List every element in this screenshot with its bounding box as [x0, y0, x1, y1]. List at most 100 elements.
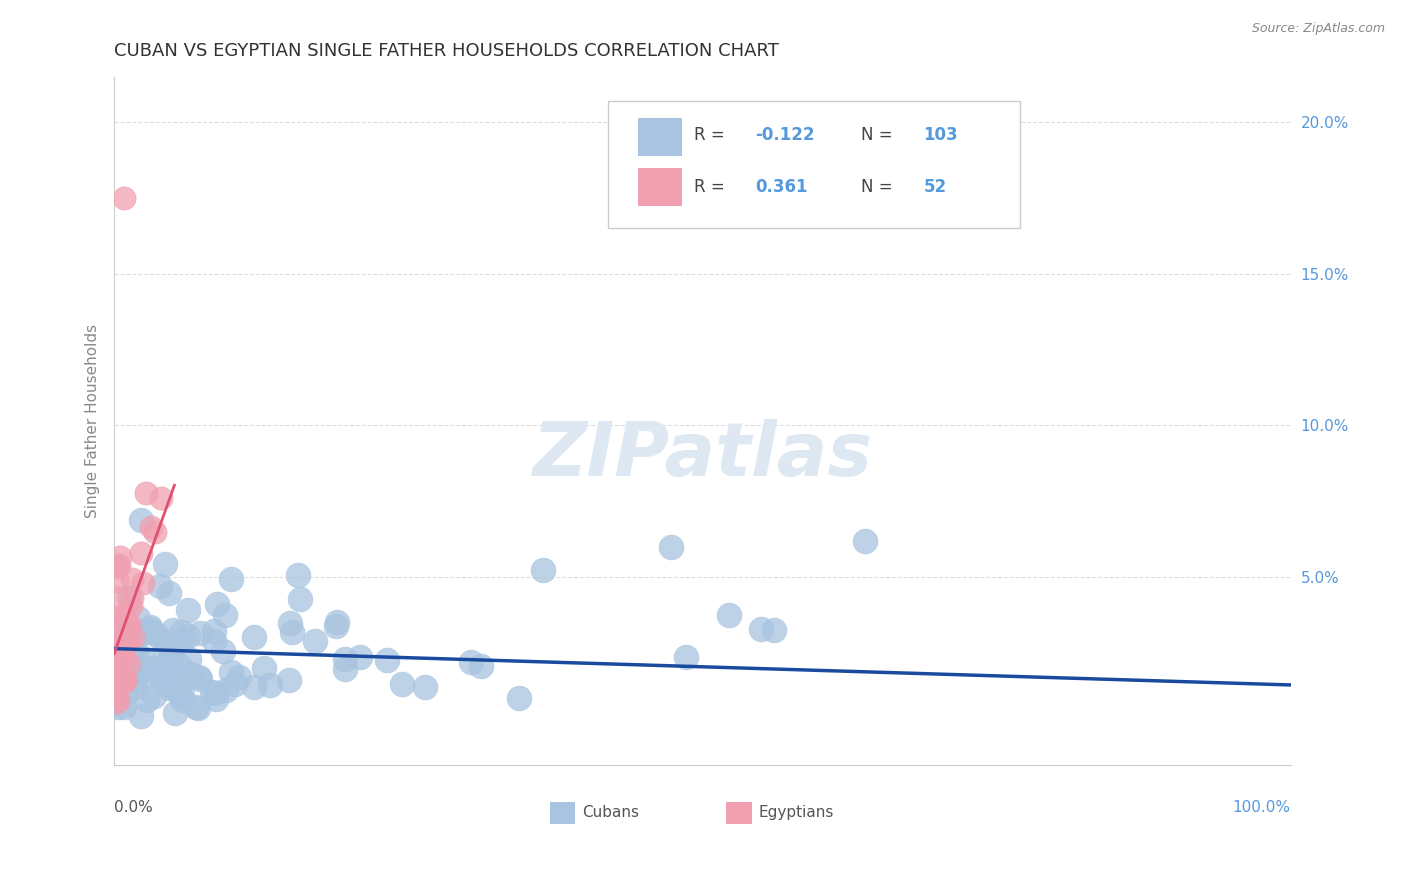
Point [127, 651, 149, 665]
Point [184, 700, 207, 714]
Text: 103: 103 [924, 126, 959, 145]
Point [112, 700, 135, 714]
Point [187, 670, 209, 684]
Point [278, 615, 301, 630]
FancyBboxPatch shape [609, 101, 1021, 228]
Point [108, 640, 131, 654]
Point [108, 655, 131, 669]
Point [115, 628, 138, 642]
Point [202, 634, 225, 648]
Point [159, 660, 181, 674]
Point [763, 623, 786, 637]
Point [139, 520, 162, 534]
Text: 52: 52 [924, 178, 946, 195]
Point [112, 635, 135, 649]
Text: 100.0%: 100.0% [1233, 799, 1291, 814]
Point [228, 670, 250, 684]
Point [131, 650, 153, 665]
Point [129, 709, 152, 723]
Point [121, 651, 143, 665]
Point [167, 686, 190, 700]
Point [259, 678, 281, 692]
Point [155, 657, 177, 671]
Point [188, 672, 211, 686]
Point [107, 657, 129, 671]
Point [108, 678, 131, 692]
Point [853, 533, 876, 548]
Point [142, 689, 165, 703]
Point [205, 598, 228, 612]
Point [470, 659, 492, 673]
Point [105, 695, 128, 709]
Point [288, 592, 311, 607]
Point [114, 615, 136, 629]
Point [155, 642, 177, 657]
Point [243, 630, 266, 644]
Text: ZIPatlas: ZIPatlas [533, 418, 873, 491]
Y-axis label: Single Father Households: Single Father Households [86, 324, 100, 518]
Point [169, 669, 191, 683]
Point [139, 664, 162, 678]
Point [180, 666, 202, 681]
Point [153, 557, 176, 571]
Text: 0.361: 0.361 [755, 178, 808, 195]
Point [112, 191, 135, 205]
Point [104, 658, 127, 673]
Point [157, 586, 180, 600]
Point [287, 568, 309, 582]
Point [204, 692, 226, 706]
Point [149, 579, 172, 593]
Point [112, 672, 135, 686]
Point [717, 607, 740, 622]
Text: 0.0%: 0.0% [114, 799, 153, 814]
Bar [638, 169, 682, 206]
Point [202, 624, 225, 638]
Point [111, 652, 134, 666]
Point [253, 661, 276, 675]
Point [118, 639, 141, 653]
Point [162, 623, 184, 637]
Point [114, 657, 136, 672]
Point [139, 622, 162, 636]
Point [150, 632, 173, 647]
Point [120, 599, 142, 614]
Point [108, 661, 131, 675]
Point [145, 525, 167, 540]
Point [111, 628, 134, 642]
Point [118, 617, 141, 632]
Point [114, 643, 136, 657]
Point [112, 669, 135, 683]
Point [114, 633, 136, 648]
Point [170, 634, 193, 648]
Point [124, 680, 146, 694]
Bar [550, 802, 575, 823]
Point [187, 701, 209, 715]
Point [105, 591, 128, 605]
Point [157, 659, 180, 673]
Point [167, 658, 190, 673]
Point [224, 677, 246, 691]
Point [675, 649, 697, 664]
Point [104, 664, 127, 678]
Point [335, 662, 357, 676]
Point [110, 609, 132, 624]
Point [138, 625, 160, 640]
Point [107, 692, 129, 706]
Point [304, 634, 326, 648]
Point [114, 673, 136, 688]
Text: R =: R = [695, 126, 730, 145]
Point [127, 610, 149, 624]
Point [121, 644, 143, 658]
Point [200, 685, 222, 699]
Point [139, 620, 162, 634]
Point [104, 657, 127, 672]
Point [115, 617, 138, 632]
Point [177, 652, 200, 666]
Point [163, 706, 186, 720]
Point [177, 630, 200, 644]
Point [149, 491, 172, 506]
Point [114, 688, 136, 702]
Point [112, 644, 135, 658]
Point [508, 690, 530, 705]
Point [157, 681, 180, 696]
